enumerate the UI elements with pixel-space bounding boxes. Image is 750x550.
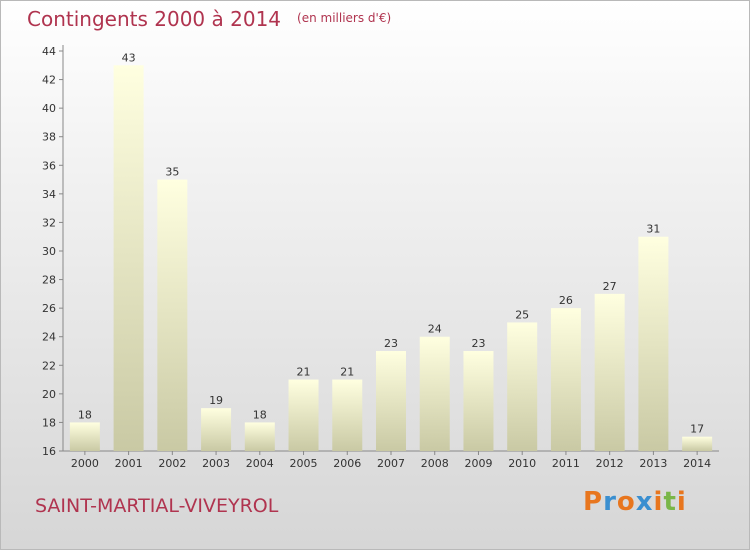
bar-2010	[507, 322, 538, 451]
value-label-2010: 25	[515, 308, 529, 321]
logo-letter: o	[616, 487, 636, 517]
value-label-2009: 23	[471, 337, 485, 350]
x-tick-label-2003: 2003	[202, 457, 230, 470]
bar-2003	[201, 408, 232, 451]
bar-2009	[463, 351, 494, 451]
x-tick-label-2008: 2008	[421, 457, 449, 470]
bar-2006	[332, 379, 363, 451]
y-tick-label: 16	[42, 445, 56, 458]
x-tick-label-2011: 2011	[552, 457, 580, 470]
value-label-2004: 18	[253, 408, 267, 421]
chart-subtitle: (en milliers d'€)	[297, 11, 392, 25]
x-tick-label-2001: 2001	[115, 457, 143, 470]
value-label-2003: 19	[209, 394, 223, 407]
x-tick-label-2004: 2004	[246, 457, 274, 470]
x-tick-label-2012: 2012	[596, 457, 624, 470]
logo-letter: x	[635, 487, 654, 517]
bar-2013	[638, 236, 669, 451]
logo-letter: i	[676, 487, 687, 517]
bar-2007	[376, 351, 406, 451]
y-tick-label: 36	[42, 159, 56, 172]
logo-letter: i	[653, 487, 664, 517]
value-label-2000: 18	[78, 408, 92, 421]
value-label-2014: 17	[690, 423, 704, 436]
y-tick-label: 24	[42, 331, 56, 344]
x-tick-label-2007: 2007	[377, 457, 405, 470]
value-label-2001: 43	[122, 51, 136, 64]
commune-name: SAINT-MARTIAL-VIVEYROL	[35, 495, 279, 517]
y-tick-label: 32	[42, 216, 56, 229]
bar-2008	[419, 336, 450, 451]
value-label-2006: 21	[340, 366, 354, 379]
proxiti-logo[interactable]: Proxiti	[583, 487, 687, 517]
value-label-2002: 35	[165, 166, 179, 179]
x-tick-label-2000: 2000	[71, 457, 99, 470]
y-tick-label: 30	[42, 245, 56, 258]
logo-letter: t	[663, 487, 677, 517]
y-tick-label: 40	[42, 102, 56, 115]
chart-title: Contingents 2000 à 2014 (en milliers d'€)	[27, 7, 392, 31]
bar-2014	[682, 436, 713, 451]
chart-bars	[69, 65, 713, 452]
y-tick-label: 38	[42, 131, 56, 144]
value-label-2011: 26	[559, 294, 573, 307]
y-tick-label: 34	[42, 188, 56, 201]
x-tick-label-2013: 2013	[639, 457, 667, 470]
bar-2001	[113, 65, 144, 452]
y-tick-label: 22	[42, 359, 56, 372]
x-tick-label-2005: 2005	[290, 457, 318, 470]
bar-2000	[69, 422, 100, 451]
chart-axes: 16 18 20 22 24 26 28 30 32 34 36 38 40 42 44 2000 2001 20…	[42, 45, 719, 470]
logo-letter: P	[583, 487, 604, 517]
x-tick-label-2009: 2009	[464, 457, 492, 470]
x-tick-label-2010: 2010	[508, 457, 536, 470]
y-tick-label: 26	[42, 302, 56, 315]
value-label-2007: 23	[384, 337, 398, 350]
bar-2012	[594, 293, 625, 451]
y-tick-label: 28	[42, 274, 56, 287]
value-label-2013: 31	[646, 223, 660, 236]
value-label-2008: 24	[428, 323, 442, 336]
bar-2002	[157, 179, 188, 452]
logo-letter: r	[603, 487, 617, 517]
bar-2004	[244, 422, 275, 451]
y-tick-label: 20	[42, 388, 56, 401]
x-tick-label-2014: 2014	[683, 457, 711, 470]
value-label-2005: 21	[297, 366, 311, 379]
y-tick-label: 18	[42, 416, 56, 429]
bar-2005	[288, 379, 319, 451]
bar-2011	[550, 308, 581, 451]
value-label-2012: 27	[603, 280, 617, 293]
x-tick-label-2002: 2002	[158, 457, 186, 470]
x-tick-label-2006: 2006	[333, 457, 361, 470]
y-tick-label: 42	[42, 74, 56, 87]
y-tick-label: 44	[42, 45, 56, 58]
chart-value-labels: 18 43 35 19 18 21 21 23 24 23 25 26 27 31 17	[78, 51, 704, 435]
